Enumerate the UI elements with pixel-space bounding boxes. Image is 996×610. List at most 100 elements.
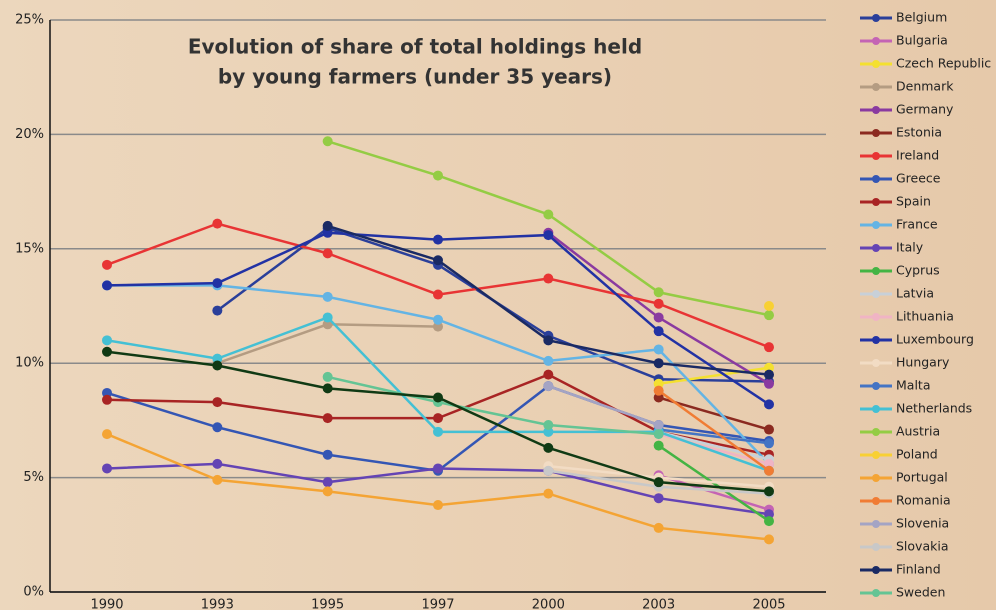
- series-line: [657, 389, 770, 472]
- marker: [653, 440, 664, 451]
- legend-label: Slovakia: [896, 539, 948, 554]
- series-line: [327, 375, 659, 436]
- y-tick-label: 5%: [23, 470, 44, 485]
- marker: [543, 355, 554, 366]
- legend-marker: [872, 221, 880, 229]
- marker: [764, 362, 774, 373]
- marker: [212, 218, 223, 229]
- marker: [653, 358, 664, 369]
- legend-label: Finland: [896, 562, 941, 577]
- marker: [653, 326, 664, 337]
- x-tick-label: 1993: [201, 598, 234, 610]
- legend-marker: [872, 451, 880, 459]
- series-line: [547, 384, 660, 427]
- marker: [102, 346, 112, 357]
- legend-marker: [872, 198, 880, 206]
- marker: [543, 419, 554, 430]
- marker: [212, 278, 223, 289]
- marker: [322, 371, 333, 382]
- legend-marker: [872, 336, 880, 344]
- y-tick-label: 25%: [15, 13, 44, 28]
- legend-label: Luxembourg: [896, 332, 974, 347]
- marker: [322, 291, 333, 302]
- marker: [543, 209, 554, 220]
- marker: [653, 298, 664, 309]
- marker: [322, 220, 333, 231]
- marker: [764, 516, 774, 527]
- legend-marker: [872, 359, 880, 367]
- marker: [764, 342, 774, 353]
- series-line: [658, 430, 770, 461]
- legend-label: United Kingdom: [896, 608, 996, 610]
- marker: [543, 230, 554, 241]
- marker: [764, 310, 774, 321]
- x-tick-label: 1995: [311, 598, 344, 610]
- marker: [433, 392, 443, 403]
- legend-label: Latvia: [896, 286, 934, 301]
- marker: [653, 378, 664, 389]
- marker: [764, 534, 774, 545]
- marker: [102, 259, 112, 270]
- legend-label: Portugal: [896, 470, 948, 485]
- marker: [322, 477, 333, 488]
- x-tick-label: 1997: [421, 598, 454, 610]
- marker: [433, 426, 443, 437]
- marker: [653, 344, 664, 355]
- marker: [102, 429, 112, 440]
- legend-label: France: [896, 217, 938, 232]
- marker: [764, 486, 774, 497]
- marker: [764, 369, 774, 380]
- legend-label: Greece: [896, 171, 941, 186]
- legend-label: Netherlands: [896, 401, 972, 416]
- legend-marker: [872, 474, 880, 482]
- marker: [653, 493, 664, 504]
- marker: [653, 419, 664, 430]
- y-tick-label: 10%: [15, 356, 44, 371]
- legend-marker: [872, 543, 880, 551]
- marker: [653, 429, 664, 440]
- marker: [322, 136, 333, 147]
- marker: [433, 413, 443, 424]
- marker: [543, 381, 554, 392]
- legend-marker: [872, 244, 880, 252]
- series-line: [658, 366, 770, 386]
- marker: [653, 522, 664, 533]
- legend-marker: [872, 497, 880, 505]
- marker: [543, 488, 554, 499]
- legend-label: Slovenia: [896, 516, 949, 531]
- marker: [653, 477, 664, 488]
- legend-marker: [872, 267, 880, 275]
- legend-marker: [872, 129, 880, 137]
- legend-marker: [872, 83, 880, 91]
- y-tick-label: 20%: [15, 127, 44, 142]
- legend-label: Poland: [896, 447, 938, 462]
- marker: [322, 449, 333, 460]
- legend-marker: [872, 520, 880, 528]
- marker: [543, 465, 554, 476]
- series-line: [216, 323, 439, 365]
- marker: [212, 422, 223, 433]
- marker: [433, 170, 443, 181]
- marker: [212, 397, 223, 408]
- marker: [212, 305, 223, 316]
- marker: [433, 255, 443, 266]
- marker: [653, 287, 664, 298]
- marker: [102, 335, 112, 346]
- legend-label: Hungary: [896, 355, 950, 370]
- marker: [212, 474, 223, 485]
- chart-title: by young farmers (under 35 years): [218, 65, 612, 89]
- x-tick-label: 1990: [90, 598, 123, 610]
- legend-label: Germany: [896, 102, 954, 117]
- x-tick-label: 2003: [642, 598, 675, 610]
- marker: [433, 500, 443, 511]
- marker: [543, 369, 554, 380]
- marker: [764, 438, 774, 449]
- marker: [433, 234, 443, 245]
- legend-marker: [872, 382, 880, 390]
- x-tick-label: 2005: [752, 598, 785, 610]
- series-line: [658, 474, 770, 511]
- legend-marker: [872, 14, 880, 22]
- legend-marker: [872, 37, 880, 45]
- legend-label: Denmark: [896, 79, 954, 94]
